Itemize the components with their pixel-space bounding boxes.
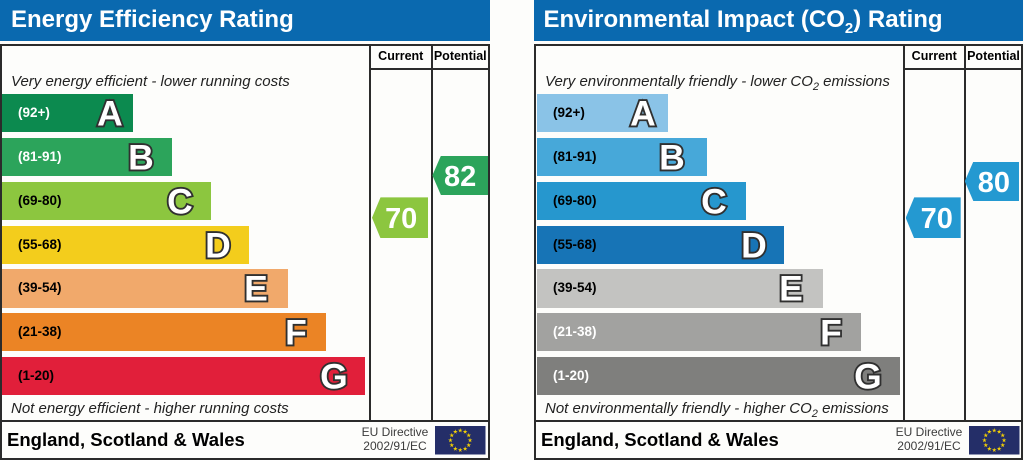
svg-text:A: A — [630, 94, 656, 132]
svg-text:A: A — [97, 94, 123, 132]
svg-text:F: F — [820, 313, 842, 351]
svg-text:E: E — [779, 269, 803, 307]
svg-text:82: 82 — [444, 161, 476, 193]
svg-text:70: 70 — [385, 203, 417, 235]
svg-text:B: B — [659, 138, 685, 176]
svg-text:G: G — [320, 357, 348, 395]
svg-text:80: 80 — [978, 167, 1010, 199]
svg-text:C: C — [701, 182, 727, 220]
svg-text:B: B — [128, 138, 154, 176]
svg-text:D: D — [205, 226, 231, 264]
svg-text:D: D — [741, 226, 767, 264]
svg-text:G: G — [854, 357, 882, 395]
svg-text:E: E — [244, 269, 268, 307]
svg-text:F: F — [285, 313, 307, 351]
svg-text:C: C — [167, 182, 193, 220]
svg-text:70: 70 — [920, 203, 952, 235]
